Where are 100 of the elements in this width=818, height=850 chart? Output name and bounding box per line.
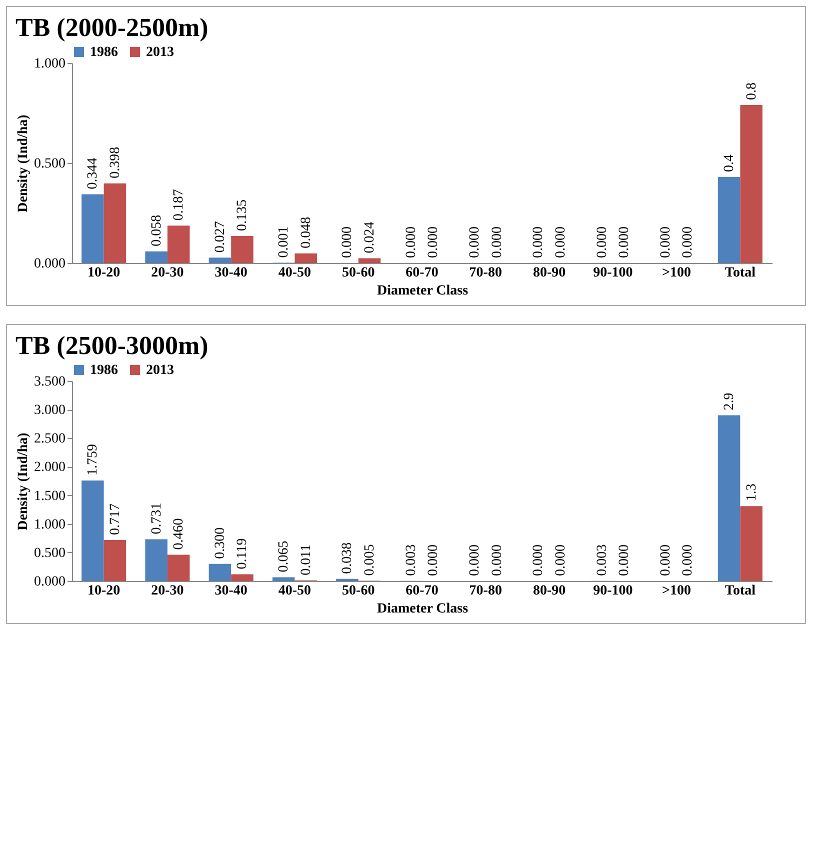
- bar: [82, 194, 104, 263]
- legend-label: 1986: [90, 45, 118, 60]
- data-label: 0.300: [212, 527, 228, 559]
- x-tick-label: Total: [724, 584, 756, 598]
- x-tick-label: 80-90: [532, 584, 566, 598]
- x-tick-label: 70-80: [469, 266, 502, 280]
- data-label: 0.000: [594, 226, 610, 258]
- bar: [740, 506, 762, 581]
- chart-title: TB (2500-3000m): [16, 331, 208, 360]
- data-label: 0.000: [490, 226, 505, 258]
- x-tick-label: 30-40: [214, 266, 248, 280]
- data-label: 0.4: [722, 154, 738, 172]
- data-label: 0.000: [617, 544, 632, 576]
- x-tick-label: 60-70: [406, 584, 438, 598]
- bar: [208, 564, 232, 581]
- data-label: 0.024: [362, 222, 378, 254]
- data-label: 0.119: [235, 538, 250, 570]
- bar: [272, 577, 295, 581]
- data-label: 0.8: [744, 82, 760, 100]
- y-tick-label: 0.500: [34, 546, 66, 561]
- bar: [718, 177, 740, 263]
- y-axis-title: Density (Ind/ha): [16, 432, 31, 530]
- data-label: 0.003: [594, 544, 610, 576]
- data-label: 0.003: [404, 544, 419, 576]
- x-tick-label: 90-100: [593, 266, 633, 280]
- data-label: 0.460: [172, 518, 187, 550]
- x-tick-label: 20-30: [151, 266, 184, 280]
- x-tick-label: >100: [662, 584, 692, 598]
- data-label: 0.000: [658, 544, 674, 576]
- x-tick-label: 70-80: [469, 584, 502, 598]
- data-label: 0.000: [468, 544, 482, 576]
- x-tick-label: 40-50: [278, 584, 312, 598]
- data-label: 0.000: [617, 226, 632, 258]
- bar: [82, 480, 104, 581]
- bar: [718, 415, 740, 581]
- data-label: 0.000: [340, 226, 356, 258]
- x-tick-label: 50-60: [342, 584, 375, 598]
- y-tick-label: 0.000: [34, 574, 66, 590]
- legend-label: 2013: [146, 363, 174, 378]
- data-label: 0.000: [658, 226, 674, 258]
- data-label: 0.187: [172, 189, 187, 221]
- bar: [167, 554, 190, 581]
- y-tick-label: 1.000: [34, 517, 66, 532]
- bar: [358, 258, 381, 263]
- x-tick-label: 10-20: [87, 266, 120, 280]
- x-tick-label: >100: [662, 266, 692, 280]
- y-tick-label: 2.500: [34, 432, 66, 447]
- data-label: 0.000: [680, 544, 696, 576]
- data-label: 1.759: [86, 444, 101, 476]
- data-label: 2.9: [722, 392, 738, 410]
- bar: [145, 251, 168, 263]
- data-label: 0.344: [86, 158, 101, 190]
- y-tick-label: 0.500: [34, 156, 66, 172]
- x-axis-title: Diameter Class: [376, 602, 469, 616]
- bar: [104, 183, 126, 263]
- data-label: 0.000: [426, 544, 442, 576]
- x-axis-title: Diameter Class: [376, 284, 469, 298]
- data-label: 0.065: [276, 540, 292, 572]
- x-tick-label: 80-90: [532, 266, 566, 280]
- data-label: 0.000: [426, 226, 442, 258]
- data-label: 0.000: [404, 226, 419, 258]
- data-label: 0.000: [553, 544, 568, 576]
- x-tick-label: 20-30: [151, 584, 184, 598]
- data-label: 0.731: [149, 502, 164, 534]
- legend-label: 1986: [90, 363, 118, 378]
- x-tick-label: 10-20: [87, 584, 120, 598]
- x-tick-label: 90-100: [593, 584, 633, 598]
- y-tick-label: 3.500: [34, 374, 66, 390]
- bar: [167, 226, 190, 263]
- chart-title: TB (2000-2500m): [16, 13, 208, 42]
- data-label: 0.058: [149, 214, 164, 246]
- data-label: 0.717: [108, 504, 123, 536]
- legend-label: 2013: [146, 45, 174, 60]
- data-label: 0.398: [108, 146, 123, 178]
- bar: [231, 574, 254, 581]
- data-label: 0.000: [468, 226, 482, 258]
- data-label: 1.3: [744, 484, 760, 502]
- data-label: 0.135: [235, 200, 250, 231]
- bar: [231, 236, 254, 263]
- data-label: 0.038: [340, 542, 356, 574]
- bar: [145, 539, 168, 581]
- bar: [208, 258, 232, 263]
- y-axis-title: Density (Ind/ha): [16, 114, 31, 212]
- y-tick-label: 1.000: [34, 56, 66, 72]
- data-label: 0.000: [680, 226, 696, 258]
- data-label: 0.000: [531, 226, 546, 258]
- x-tick-label: 50-60: [342, 266, 375, 280]
- data-label: 0.027: [212, 221, 228, 253]
- data-label: 0.000: [553, 226, 568, 258]
- x-tick-label: 60-70: [406, 266, 438, 280]
- data-label: 0.011: [298, 544, 314, 576]
- bar: [294, 253, 317, 263]
- data-label: 0.000: [531, 544, 546, 576]
- bar: [740, 105, 762, 263]
- y-tick-label: 2.000: [34, 460, 66, 476]
- x-tick-label: Total: [724, 266, 756, 280]
- y-tick-label: 1.500: [34, 488, 66, 504]
- x-tick-label: 30-40: [214, 584, 248, 598]
- data-label: 0.005: [362, 544, 378, 576]
- data-label: 0.001: [276, 226, 292, 258]
